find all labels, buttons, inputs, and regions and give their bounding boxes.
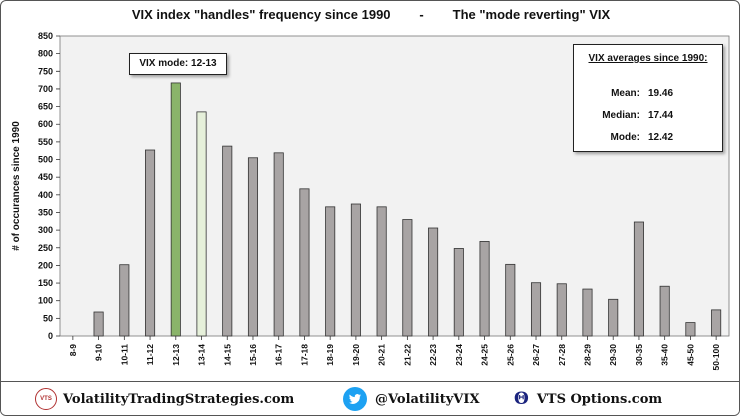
x-tick-label: 20-21 <box>377 344 387 366</box>
x-tick-label: 27-28 <box>557 344 567 366</box>
bar <box>453 248 464 337</box>
y-tick-label: 400 <box>38 190 53 200</box>
x-tick-label: 11-12 <box>145 344 155 366</box>
site-label: VolatilityTradingStrategies.com <box>63 391 295 407</box>
bar <box>93 311 104 337</box>
bar <box>222 145 233 337</box>
y-tick-label: 250 <box>38 243 53 253</box>
bar <box>711 309 722 337</box>
bar <box>685 322 696 337</box>
bar <box>196 111 207 337</box>
bar <box>428 227 439 337</box>
y-tick-label: 600 <box>38 119 53 129</box>
bar <box>608 298 619 337</box>
x-tick-label: 23-24 <box>454 344 464 366</box>
x-tick-label: 35-40 <box>660 344 670 366</box>
vts-logo-icon: VTS <box>35 388 57 410</box>
chart-title: VIX index "handles" frequency since 1990… <box>131 7 611 22</box>
x-tick-label: 10-11 <box>119 344 129 366</box>
y-tick-label: 700 <box>38 84 53 94</box>
y-tick-label: 200 <box>38 260 53 270</box>
x-tick-label: 29-30 <box>608 344 618 366</box>
mode-value: 12.42 <box>648 132 674 143</box>
y-tick-label: 0 <box>48 331 53 341</box>
footer: VTS VolatilityTradingStrategies.com @Vol… <box>1 381 739 415</box>
bar <box>119 264 130 337</box>
bar <box>247 157 259 337</box>
twitter-handle: @VolatilityVIX <box>375 391 480 407</box>
bar <box>402 219 413 337</box>
mode-callout: VIX mode: 12-13 <box>129 53 227 75</box>
x-tick-label: 50-100 <box>711 344 721 371</box>
bar <box>299 188 310 337</box>
bar <box>350 203 361 337</box>
y-tick-label: 50 <box>43 313 53 323</box>
x-tick-label: 24-25 <box>480 344 490 366</box>
x-tick-label: 19-20 <box>351 344 361 366</box>
x-tick-label: 21-22 <box>402 344 412 366</box>
y-tick-label: 550 <box>38 137 53 147</box>
bar <box>479 241 490 337</box>
x-tick-label: 12-13 <box>171 344 181 366</box>
x-tick-label: 17-18 <box>299 344 309 366</box>
y-tick-label: 850 <box>38 31 53 41</box>
bar <box>145 149 156 337</box>
mode-label: Mode: <box>610 132 640 143</box>
x-tick-label: 13-14 <box>197 344 207 366</box>
x-tick-label: 16-17 <box>274 344 284 366</box>
twitter-bird-icon <box>343 387 367 411</box>
y-tick-label: 350 <box>38 207 53 217</box>
x-tick-label: 28-29 <box>582 344 592 366</box>
bar <box>376 206 387 337</box>
x-tick-label: 14-15 <box>222 344 232 366</box>
bar <box>505 263 516 337</box>
averages-title: VIX averages since 1990: <box>588 53 708 64</box>
bar <box>273 152 284 337</box>
y-tick-label: 100 <box>38 296 53 306</box>
y-tick-label: 450 <box>38 172 53 182</box>
mean-label: Mean: <box>611 88 640 99</box>
bar <box>170 82 181 337</box>
y-tick-label: 300 <box>38 225 53 235</box>
x-tick-label: 8-9 <box>68 344 78 357</box>
bar <box>530 282 542 337</box>
x-tick-label: 9-10 <box>94 344 104 361</box>
y-axis-title: # of occurances since 1990 <box>11 121 22 251</box>
y-tick-label: 500 <box>38 155 53 165</box>
y-tick-label: 150 <box>38 278 53 288</box>
x-tick-label: 45-50 <box>685 344 695 366</box>
x-tick-label: 30-35 <box>634 344 644 366</box>
median-label: Median: <box>602 110 640 121</box>
footer-twitter-link[interactable]: @VolatilityVIX <box>343 382 480 415</box>
bar <box>633 221 644 337</box>
footer-options-link[interactable]: Θ VTS Options.com <box>514 382 663 415</box>
y-tick-label: 800 <box>38 49 53 59</box>
median-value: 17.44 <box>648 110 674 121</box>
x-tick-label: 25-26 <box>505 344 515 366</box>
x-tick-label: 15-16 <box>248 344 258 366</box>
mean-value: 19.46 <box>648 88 674 99</box>
y-tick-label: 650 <box>38 102 53 112</box>
averages-box: VIX averages since 1990: Mean: 19.46 Med… <box>573 44 723 152</box>
y-tick-label: 750 <box>38 66 53 76</box>
options-label: VTS Options.com <box>536 391 663 407</box>
x-tick-label: 18-19 <box>325 344 335 366</box>
theta-icon: Θ <box>514 389 529 409</box>
x-tick-label: 22-23 <box>428 344 438 366</box>
bar <box>582 288 593 337</box>
x-tick-label: 26-27 <box>531 344 541 366</box>
bar <box>556 283 567 337</box>
bar <box>659 285 670 337</box>
footer-site-link[interactable]: VTS VolatilityTradingStrategies.com <box>35 382 295 415</box>
bar <box>325 206 336 337</box>
